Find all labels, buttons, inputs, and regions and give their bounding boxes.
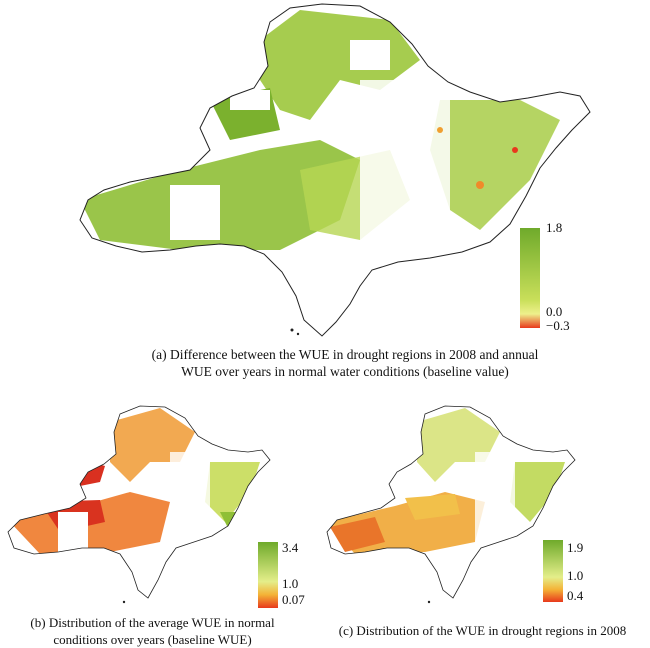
legend-mid-a: 0.0: [546, 304, 562, 319]
legend-mid-b: 1.0: [282, 576, 298, 591]
legend-labels-b: 3.4 1.0 0.07: [282, 540, 305, 607]
legend-bar-b: [258, 542, 278, 608]
map-panel-c: 1.9 1.0 0.4: [326, 405, 584, 604]
caption-a-line1: (a) Difference between the WUE in drough…: [151, 347, 539, 362]
legend-max-c: 1.9: [567, 540, 583, 555]
caption-b-line2: conditions over years (baseline WUE): [53, 632, 252, 647]
caption-panel-c: (c) Distribution of the WUE in drought r…: [315, 622, 650, 639]
caption-panel-a: (a) Difference between the WUE in drough…: [95, 346, 595, 380]
legend-min-a: −0.3: [546, 318, 570, 333]
legend-bar-a: [520, 228, 540, 328]
caption-panel-b: (b) Distribution of the average WUE in n…: [0, 614, 305, 648]
legend-max-a: 1.8: [546, 220, 562, 235]
legend-mid-c: 1.0: [567, 568, 583, 583]
legend-min-b: 0.07: [282, 592, 305, 607]
legend-max-b: 3.4: [282, 540, 299, 555]
map-panel-b: [7, 405, 278, 608]
baseline-wue-raster: [8, 406, 270, 598]
map-panel-a: 1.8 0.0 −0.3: [79, 3, 591, 337]
legend-bar-c: [543, 540, 563, 602]
caption-c-line1: (c) Distribution of the WUE in drought r…: [338, 623, 627, 638]
legend-min-c: 0.4: [567, 588, 584, 603]
caption-a-line2: WUE over years in normal water condition…: [181, 364, 509, 379]
caption-b-line1: (b) Distribution of the average WUE in n…: [30, 615, 275, 630]
